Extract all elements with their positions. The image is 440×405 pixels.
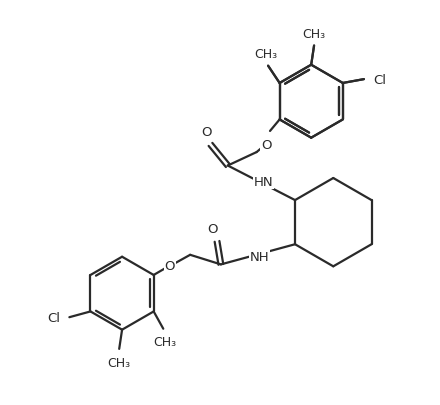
Text: O: O bbox=[202, 126, 212, 139]
Text: CH₃: CH₃ bbox=[303, 28, 326, 40]
Text: CH₃: CH₃ bbox=[255, 48, 278, 61]
Text: CH₃: CH₃ bbox=[154, 336, 177, 349]
Text: NH: NH bbox=[250, 250, 270, 263]
Text: CH₃: CH₃ bbox=[255, 48, 278, 61]
Text: Cl: Cl bbox=[374, 73, 386, 86]
Text: Cl: Cl bbox=[47, 311, 60, 324]
Text: O: O bbox=[165, 259, 175, 272]
Text: O: O bbox=[261, 139, 271, 151]
Text: O: O bbox=[207, 222, 217, 235]
Text: CH₃: CH₃ bbox=[303, 28, 326, 40]
Text: Cl: Cl bbox=[374, 73, 386, 86]
Text: HN: HN bbox=[253, 176, 273, 189]
Text: CH₃: CH₃ bbox=[108, 356, 131, 369]
